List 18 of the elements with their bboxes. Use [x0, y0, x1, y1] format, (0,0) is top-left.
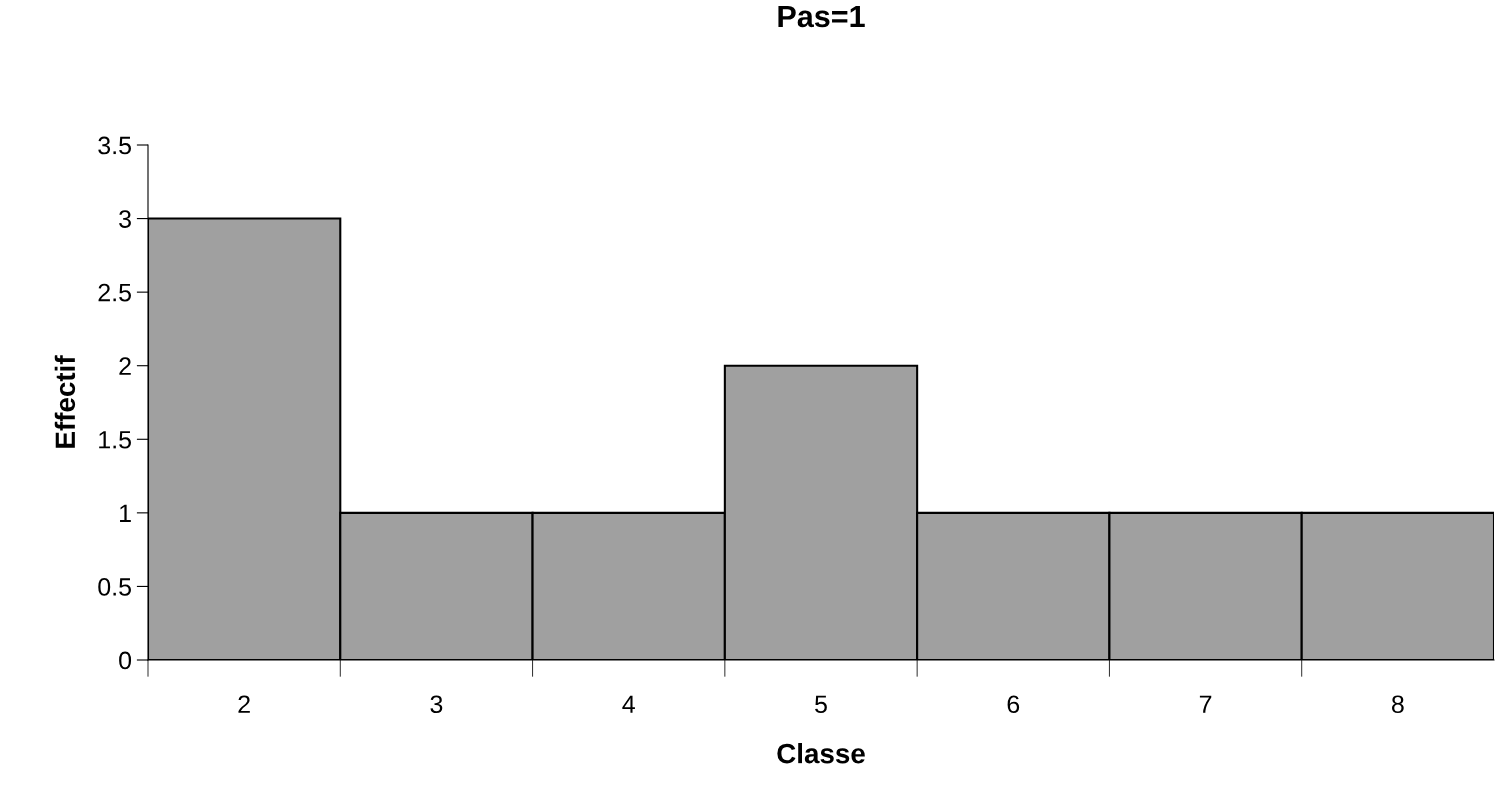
- y-tick-label: 2: [119, 357, 131, 375]
- y-tick-label: 3.5: [98, 136, 131, 155]
- x-tick-label: 3: [430, 695, 443, 714]
- chart-title: Pas=1: [778, 5, 865, 28]
- y-tick-label: 1.5: [99, 431, 131, 449]
- x-tick-label: 6: [1007, 695, 1020, 714]
- y-tick-label: 3: [119, 210, 131, 228]
- x-tick-label: 2: [238, 695, 250, 713]
- y-tick-label: 2.5: [98, 283, 131, 302]
- y-tick-label: 1: [120, 504, 131, 522]
- x-axis-title: Classe: [777, 743, 865, 764]
- y-axis-title: Effectif: [54, 355, 76, 448]
- y-tick-label: 0.5: [98, 578, 131, 596]
- x-tick-label: 5: [815, 695, 827, 714]
- y-tick-label: 0: [119, 651, 132, 670]
- x-tick-label: 8: [1391, 695, 1404, 714]
- x-tick-label: 4: [622, 695, 635, 713]
- x-tick-label: 7: [1199, 695, 1212, 713]
